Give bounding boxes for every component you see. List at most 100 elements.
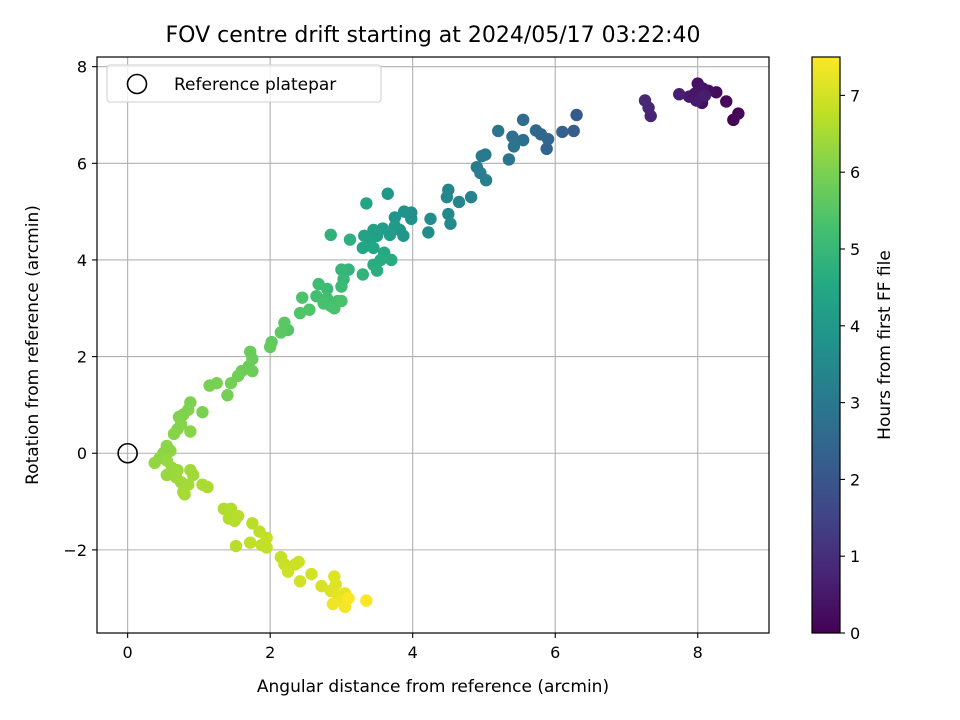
data-point (324, 228, 337, 242)
data-point (385, 253, 398, 267)
colorbar-frame (811, 56, 841, 634)
y-axis-label: Rotation from reference (arcmin) (23, 205, 43, 485)
x-tick-label: 6 (550, 643, 560, 662)
y-tick-label: −2 (63, 541, 87, 560)
data-point (335, 263, 348, 276)
data-point (184, 425, 197, 438)
colorbar-ticks: 0 1 2 3 4 5 6 7 (840, 86, 860, 643)
y-axis-ticks: −2 0 2 4 6 8 (63, 58, 97, 560)
data-point (224, 376, 238, 390)
data-point (246, 517, 259, 530)
colorbar-gradient (812, 57, 840, 633)
x-tick-label: 2 (265, 643, 275, 662)
data-point (178, 488, 191, 501)
data-point (638, 94, 652, 107)
chart-title: FOV centre drift starting at 2024/05/17 … (166, 23, 701, 48)
data-point (424, 212, 437, 226)
colorbar: 0 1 2 3 4 5 6 7 Hours from first FF file (811, 56, 895, 643)
data-point (292, 555, 305, 569)
colorbar-tick-label: 3 (850, 394, 860, 413)
x-tick-label: 4 (408, 643, 418, 662)
data-point (317, 297, 330, 310)
data-point (221, 389, 234, 402)
data-point (326, 597, 340, 611)
data-point (388, 211, 402, 224)
data-point (260, 541, 273, 554)
legend: Reference platepar (106, 64, 382, 103)
data-point (293, 306, 307, 320)
colorbar-tick-label: 0 (850, 624, 860, 643)
x-axis-label: Angular distance from reference (arcmin) (257, 677, 609, 697)
colorbar-tick-label: 6 (850, 163, 860, 182)
y-tick-label: 4 (77, 251, 87, 270)
data-point (367, 241, 380, 255)
data-point (246, 364, 259, 378)
colorbar-label: Hours from first FF file (875, 250, 895, 440)
x-axis-ticks: 0 2 4 6 8 (123, 633, 703, 662)
data-point (315, 579, 328, 593)
data-point (278, 316, 291, 329)
x-tick-label: 8 (693, 643, 703, 662)
data-point (502, 153, 516, 166)
data-point (203, 379, 216, 392)
data-point (335, 280, 348, 293)
data-point (475, 149, 489, 163)
data-point (381, 187, 394, 200)
data-point (335, 294, 348, 308)
data-point (343, 233, 357, 246)
data-point (422, 226, 435, 239)
data-point (506, 130, 519, 143)
data-point (229, 539, 243, 553)
data-point (305, 567, 318, 581)
data-points (148, 77, 745, 614)
data-point (367, 223, 380, 237)
data-point (540, 142, 553, 156)
data-point (516, 133, 530, 147)
data-point (196, 405, 209, 419)
data-point (312, 277, 325, 291)
legend-box (106, 64, 382, 103)
data-point (187, 468, 200, 482)
data-point (370, 264, 384, 277)
data-point (244, 536, 257, 549)
data-point (148, 456, 161, 470)
data-point (358, 229, 371, 242)
data-point (397, 205, 411, 218)
data-point (356, 241, 370, 255)
data-point (516, 113, 530, 127)
legend-label: Reference platepar (174, 75, 336, 95)
data-point (274, 326, 288, 339)
data-point (567, 124, 580, 138)
data-point (529, 124, 543, 137)
data-point (732, 107, 745, 120)
data-point (360, 594, 373, 607)
data-point (440, 190, 454, 204)
data-point (442, 207, 455, 221)
data-point (167, 427, 181, 441)
legend-marker-icon (126, 73, 148, 95)
y-tick-label: 2 (77, 348, 87, 367)
data-point (673, 88, 686, 101)
colorbar-tick-label: 7 (850, 86, 860, 105)
data-point (260, 531, 273, 545)
data-point (342, 592, 355, 605)
data-point (263, 340, 277, 354)
data-point (356, 268, 370, 281)
data-point (296, 291, 309, 304)
data-point (698, 89, 712, 102)
y-tick-label: 6 (77, 154, 87, 173)
data-point (160, 468, 174, 482)
colorbar-tick-label: 1 (850, 547, 860, 566)
plot-frame (96, 56, 770, 634)
data-point (201, 480, 214, 494)
data-point (479, 174, 493, 187)
data-point (397, 229, 410, 242)
data-point (452, 195, 466, 209)
reference-marker (117, 442, 138, 464)
grid-lines (97, 57, 769, 633)
y-tick-label: 8 (77, 58, 87, 77)
data-point (570, 108, 583, 122)
data-point (444, 217, 457, 230)
data-point (231, 509, 245, 523)
